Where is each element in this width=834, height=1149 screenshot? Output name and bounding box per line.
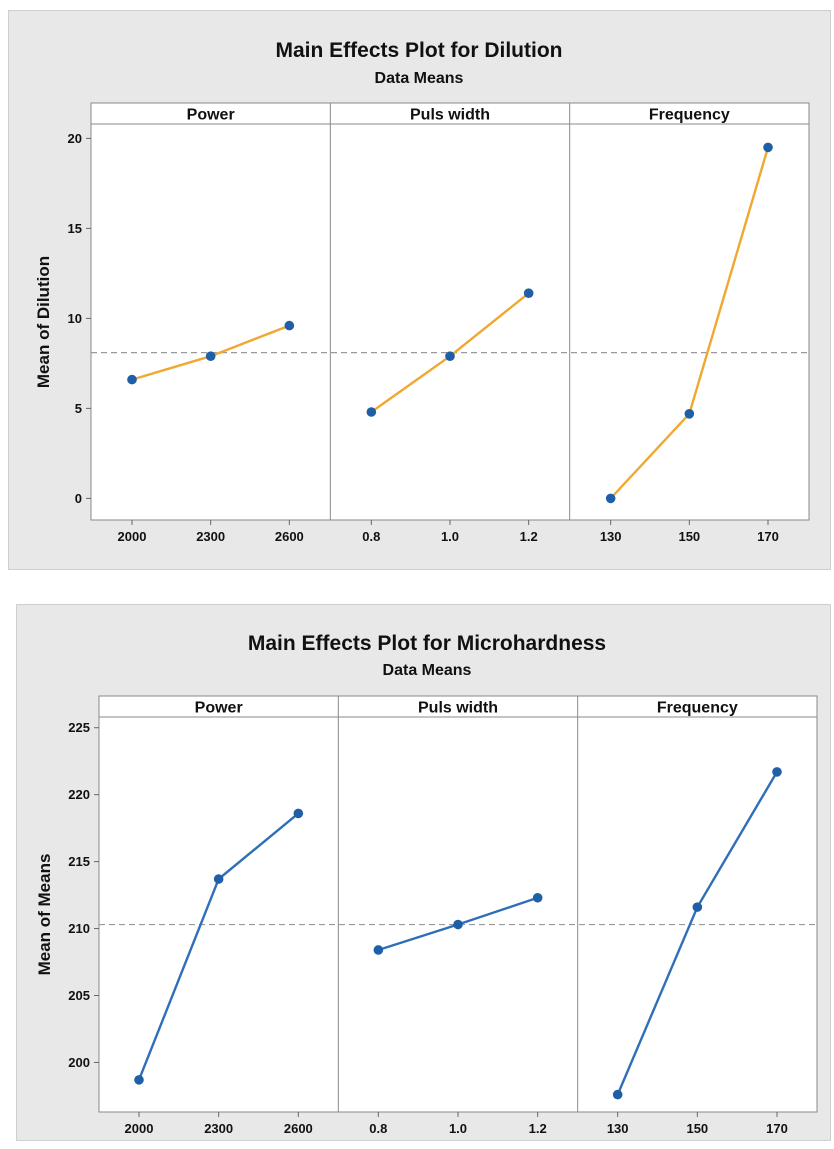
y-tick-label: 225 [68,720,90,735]
x-tick-label: 130 [600,529,622,544]
chart-title: Main Effects Plot for Dilution [276,39,563,62]
dilution-chart-panel: Main Effects Plot for Dilution Data Means… [8,10,831,570]
x-tick-label: 130 [607,1121,629,1136]
data-point [612,1089,623,1100]
facet-label: Power [187,107,235,124]
data-point [684,409,695,419]
y-axis-title: Mean of Means [35,854,54,976]
x-tick-label: 170 [766,1121,788,1136]
facet-label: Power [195,700,243,717]
data-point [134,1075,144,1085]
data-point [532,892,543,903]
data-point [692,902,703,912]
data-point [373,945,384,955]
facet-label: Puls width [418,700,498,717]
x-tick-label: 2300 [204,1121,233,1136]
microhardness-chart: Main Effects Plot for Microhardness Data … [35,632,818,1136]
data-point [293,808,304,819]
y-axis-title: Mean of Dilution [34,256,53,388]
y-tick-label: 215 [68,854,90,869]
x-tick-label: 1.2 [529,1121,547,1136]
plot-area [98,695,818,1113]
x-tick-label: 1.0 [441,529,459,544]
chart-subtitle: Data Means [375,70,464,87]
x-tick-label: 1.2 [520,529,538,544]
data-point [213,874,224,884]
y-tick-label: 10 [68,311,82,326]
data-point [445,351,455,362]
dilution-chart: Main Effects Plot for Dilution Data Means… [34,39,810,544]
chart-subtitle: Data Means [383,662,472,679]
data-point [127,374,137,385]
x-tick-label: 0.8 [369,1121,387,1136]
data-point [763,142,773,153]
data-point [284,320,295,331]
x-tick-label: 2300 [196,529,225,544]
data-point [366,407,377,417]
x-tick-label: 0.8 [362,529,380,544]
chart-title: Main Effects Plot for Microhardness [248,632,606,655]
plot-area [90,102,810,521]
x-tick-label: 150 [678,529,700,544]
facet-label: Puls width [410,107,490,124]
y-tick-label: 0 [75,491,82,506]
y-tick-label: 220 [68,787,90,802]
facet-label: Frequency [657,700,738,717]
x-tick-label: 2600 [275,529,304,544]
data-point [605,493,616,504]
y-tick-label: 5 [75,401,82,416]
facet-label: Frequency [649,107,730,124]
x-tick-label: 170 [757,529,779,544]
data-point [453,919,463,930]
data-point [205,351,216,362]
x-tick-label: 2000 [118,529,147,544]
y-tick-label: 210 [68,921,90,936]
x-tick-label: 2600 [284,1121,313,1136]
data-point [772,767,782,777]
y-tick-label: 15 [68,221,82,236]
y-tick-label: 20 [68,131,82,146]
y-tick-label: 205 [68,988,90,1003]
y-tick-label: 200 [68,1055,90,1070]
microhardness-chart-panel: Main Effects Plot for Microhardness Data … [16,604,831,1141]
x-tick-label: 1.0 [449,1121,467,1136]
data-point [523,288,534,299]
x-tick-label: 2000 [125,1121,154,1136]
x-tick-label: 150 [686,1121,708,1136]
